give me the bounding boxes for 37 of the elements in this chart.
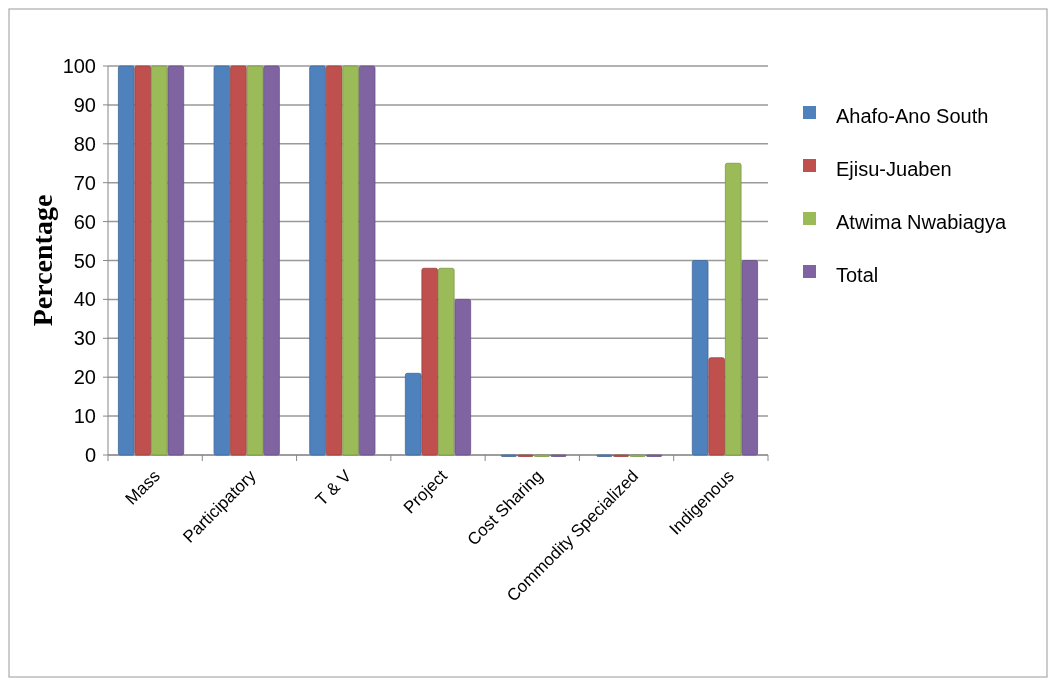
bar (454, 299, 472, 456)
y-tick-label: 10 (73, 405, 96, 428)
bar (691, 260, 709, 456)
bar (151, 65, 168, 456)
bar (708, 357, 725, 456)
bar (404, 372, 422, 456)
bar (134, 65, 152, 456)
x-tick-label: T & V (311, 465, 356, 510)
bar (438, 267, 455, 456)
bar (358, 65, 376, 456)
y-tick-label: 60 (73, 210, 96, 233)
y-tick-label: 50 (73, 249, 96, 272)
legend-label: Total (836, 264, 879, 286)
y-tick-label: 0 (84, 444, 96, 466)
bar (263, 65, 280, 456)
y-tick-label: 40 (73, 288, 96, 311)
y-axis-title: Percentage (27, 194, 58, 327)
bar (230, 65, 247, 456)
bar (421, 267, 438, 456)
bar (325, 65, 343, 456)
bar (309, 65, 326, 456)
bar (342, 65, 359, 456)
bar (167, 65, 185, 456)
legend-label: Ejisu-Juaben (836, 158, 952, 180)
bar (741, 260, 759, 456)
bar (724, 162, 742, 456)
bar (246, 65, 264, 456)
y-tick-label: 90 (73, 93, 96, 116)
legend-label: Ahafo-Ano South (836, 105, 989, 127)
y-tick-label: 80 (73, 132, 96, 155)
y-tick-label: 100 (62, 55, 96, 77)
y-tick-label: 20 (73, 366, 96, 389)
legend-label: Atwima Nwabiagya (836, 211, 1007, 233)
bar (213, 65, 231, 456)
bar (117, 65, 135, 456)
y-tick-label: 70 (73, 171, 96, 194)
y-tick-label: 30 (73, 327, 96, 350)
